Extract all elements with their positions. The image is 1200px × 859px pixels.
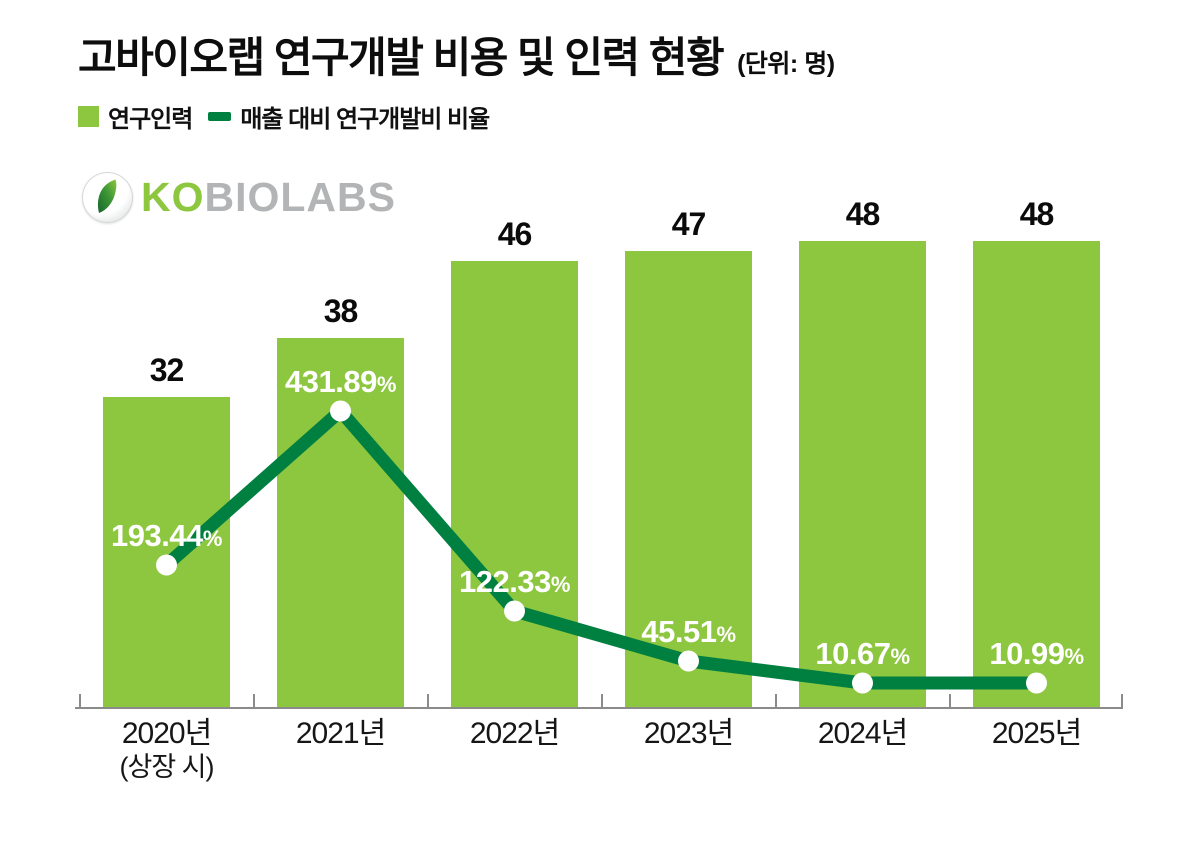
axis-tick-mark	[1121, 694, 1123, 707]
percent-value: 10.67	[815, 636, 891, 671]
percent-label: 193.44%	[57, 520, 277, 555]
percent-label: 431.89%	[231, 366, 451, 401]
axis-tick-mark	[79, 694, 81, 707]
x-axis-label-text: 2023년	[643, 717, 734, 750]
bar-value-label: 48	[845, 196, 881, 232]
logo-text-biolabs: BIOLABS	[204, 173, 396, 220]
legend-bar-label: 연구인력	[108, 105, 193, 133]
bar-value-label: 32	[149, 352, 185, 388]
x-axis-label: 2025년	[950, 718, 1124, 750]
logo-text-ko: KO	[141, 173, 205, 220]
bar-value-label: 38	[323, 293, 359, 329]
percent-value: 10.99	[989, 636, 1065, 671]
percent-value: 122.33	[459, 564, 551, 599]
axis-tick-mark	[252, 694, 255, 707]
x-axis-label-text: 2021년	[295, 717, 386, 750]
bar-value-label: 46	[497, 216, 533, 252]
axis-tick-mark	[600, 694, 603, 707]
percent-sign: %	[202, 526, 223, 551]
percent-sign: %	[1064, 644, 1085, 669]
percent-value: 45.51	[641, 614, 717, 649]
unit-note: (단위: 명)	[737, 50, 835, 78]
page-title: 고바이오랩 연구개발 비용 및 인력 현황 (단위: 명)	[78, 34, 835, 81]
axis-tick-mark	[426, 694, 429, 707]
x-axis-label: 2020년 (상장 시)	[80, 718, 254, 782]
x-axis-label: 2022년	[428, 718, 602, 750]
legend-line-swatch	[208, 111, 232, 121]
percent-value: 193.44	[111, 518, 203, 553]
x-axis-label-text: 2024년	[817, 717, 908, 750]
kobiolabs-logo: KOBIOLABS	[82, 171, 396, 223]
bar-2022년	[451, 261, 578, 707]
percent-label: 122.33%	[405, 566, 625, 601]
x-axis-label-text: 2020년	[121, 717, 212, 750]
axis-tick-mark	[774, 694, 777, 707]
bar-value-label: 47	[671, 206, 707, 242]
percent-sign: %	[890, 644, 911, 669]
x-axis-label: 2023년	[602, 718, 776, 750]
legend-bar-swatch	[78, 105, 99, 127]
x-axis-label-text: 2025년	[991, 717, 1082, 750]
leaf-icon	[82, 171, 133, 223]
x-axis-label: 2021년	[254, 718, 428, 750]
legend-line-label: 매출 대비 연구개발비 비율	[240, 105, 490, 133]
bar-value-label: 48	[1019, 196, 1055, 232]
x-axis-line	[75, 707, 1123, 709]
x-axis-label: 2024년	[776, 718, 950, 750]
chart-legend: 연구인력 매출 대비 연구개발비 비율	[78, 104, 490, 133]
percent-sign: %	[376, 372, 397, 397]
x-axis-label-text: 2022년	[469, 717, 560, 750]
percent-sign: %	[716, 622, 737, 647]
percent-sign: %	[550, 572, 571, 597]
x-axis-sublabel-text: (상장 시)	[119, 752, 214, 782]
logo-wordmark: KOBIOLABS	[141, 173, 396, 220]
percent-label: 10.99%	[927, 638, 1147, 673]
percent-value: 431.89	[285, 364, 377, 399]
title-text: 고바이오랩 연구개발 비용 및 인력 현황	[78, 34, 725, 81]
axis-tick-mark	[948, 694, 951, 707]
